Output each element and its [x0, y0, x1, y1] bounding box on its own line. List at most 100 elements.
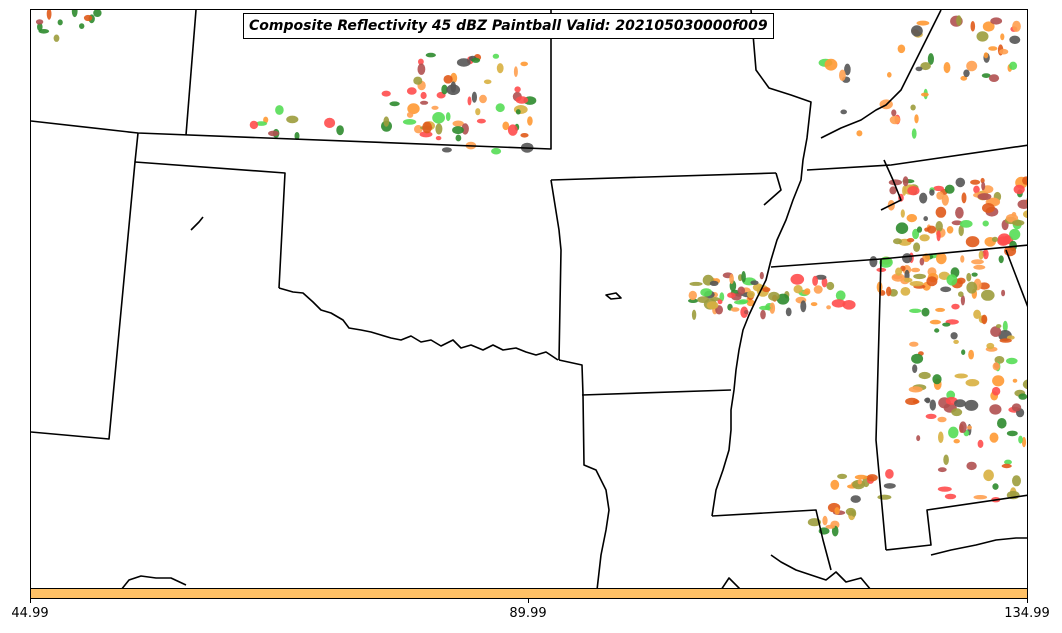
reflectivity-blob: [255, 121, 268, 126]
reflectivity-blob: [981, 181, 986, 191]
reflectivity-blob: [909, 308, 922, 313]
reflectivity-blob: [785, 307, 792, 317]
reflectivity-blob: [956, 15, 962, 26]
reflectivity-blob: [738, 299, 749, 304]
reflectivity-blob: [918, 371, 931, 380]
reflectivity-blob: [966, 281, 978, 294]
reflectivity-blob: [924, 227, 930, 232]
reflectivity-blob: [941, 194, 949, 206]
reflectivity-blob: [830, 479, 840, 490]
reflectivity-blob: [942, 322, 951, 327]
reflectivity-blob: [883, 483, 896, 489]
reflectivity-blob: [502, 121, 510, 131]
reflectivity-blob: [834, 507, 840, 515]
reflectivity-blob: [826, 305, 831, 310]
reflectivity-blob: [992, 362, 1000, 371]
reflectivity-blob: [936, 252, 947, 265]
reflectivity-blob: [990, 326, 1002, 337]
reflectivity-blob: [760, 309, 766, 320]
map-canvas: [31, 10, 1027, 588]
reflectivity-blob: [514, 86, 521, 93]
reflectivity-blob: [920, 62, 931, 71]
reflectivity-blob: [926, 276, 938, 287]
reflectivity-blob: [275, 105, 284, 115]
reflectivity-blob: [983, 469, 994, 482]
reflectivity-blob: [906, 214, 918, 223]
reflectivity-blob: [381, 90, 391, 97]
reflectivity-blob: [910, 104, 916, 111]
reflectivity-blob: [891, 273, 905, 282]
reflectivity-blob: [1012, 475, 1021, 487]
reflectivity-blob: [83, 14, 93, 22]
colorbar-tick-label-left: 44.99: [11, 606, 49, 621]
reflectivity-blob: [420, 100, 429, 105]
reflectivity-blob: [824, 58, 838, 71]
reflectivity-blob: [929, 319, 942, 325]
reflectivity-blob: [402, 119, 417, 125]
border-la-ms: [711, 509, 832, 571]
reflectivity-blob: [997, 233, 1011, 245]
reflectivity-blob: [950, 332, 958, 340]
reflectivity-blob: [982, 203, 995, 213]
reflectivity-paintball-layer: [35, 10, 1027, 537]
border-nw-vertical: [185, 10, 197, 136]
lake-feature-2: [605, 292, 622, 300]
reflectivity-blob: [933, 185, 944, 192]
reflectivity-blob: [966, 461, 977, 471]
reflectivity-blob: [35, 19, 44, 25]
reflectivity-blob: [944, 184, 955, 194]
reflectivity-blob: [476, 118, 486, 124]
reflectivity-blob: [294, 132, 300, 140]
coastline-gulf: [930, 537, 1027, 556]
reflectivity-blob: [906, 238, 915, 243]
reflectivity-blob: [776, 293, 790, 305]
reflectivity-blob: [992, 483, 999, 490]
reflectivity-blob: [456, 58, 471, 67]
reflectivity-blob: [844, 63, 851, 76]
reflectivity-blob: [1026, 197, 1027, 205]
reflectivity-blob: [815, 274, 827, 280]
reflectivity-blob: [729, 273, 734, 285]
reflectivity-blob: [1023, 210, 1027, 219]
reflectivity-blob: [929, 399, 936, 411]
colorbar-tick-right: [1027, 599, 1028, 603]
reflectivity-blob: [730, 307, 740, 312]
reflectivity-blob: [909, 341, 919, 347]
reflectivity-blob: [697, 296, 709, 303]
reflectivity-blob: [927, 53, 935, 65]
reflectivity-blob: [911, 25, 923, 37]
reflectivity-blob: [983, 52, 989, 59]
reflectivity-blob: [691, 309, 697, 320]
reflectivity-blob: [700, 288, 713, 297]
reflectivity-blob: [769, 302, 776, 314]
reflectivity-blob: [989, 432, 999, 443]
reflectivity-blob: [932, 374, 942, 385]
border-co-ks: [134, 132, 139, 163]
border-ar-la: [581, 389, 732, 396]
reflectivity-blob: [902, 176, 909, 187]
reflectivity-blob: [1012, 20, 1021, 32]
reflectivity-blob: [431, 105, 439, 110]
reflectivity-blob: [893, 238, 902, 245]
reflectivity-blob: [991, 236, 999, 242]
reflectivity-blob: [821, 277, 828, 288]
reflectivity-blob: [1018, 393, 1027, 400]
reflectivity-blob: [948, 426, 959, 439]
reflectivity-blob: [515, 109, 521, 115]
reflectivity-blob: [496, 63, 504, 74]
reflectivity-blob: [895, 222, 909, 234]
reflectivity-blob: [886, 286, 892, 297]
reflectivity-blob: [923, 216, 928, 222]
border-mississippi-river: [711, 10, 812, 517]
reflectivity-blob: [887, 72, 892, 78]
reflectivity-blob: [840, 109, 847, 115]
reflectivity-blob: [1006, 357, 1018, 365]
reflectivity-blob: [925, 413, 937, 419]
reflectivity-blob: [520, 61, 528, 67]
reflectivity-blob: [413, 76, 423, 85]
reflectivity-blob: [897, 44, 906, 54]
reflectivity-blob: [938, 431, 944, 444]
reflectivity-blob: [914, 114, 919, 124]
border-tn-south: [770, 244, 1027, 268]
reflectivity-blob: [902, 253, 913, 264]
